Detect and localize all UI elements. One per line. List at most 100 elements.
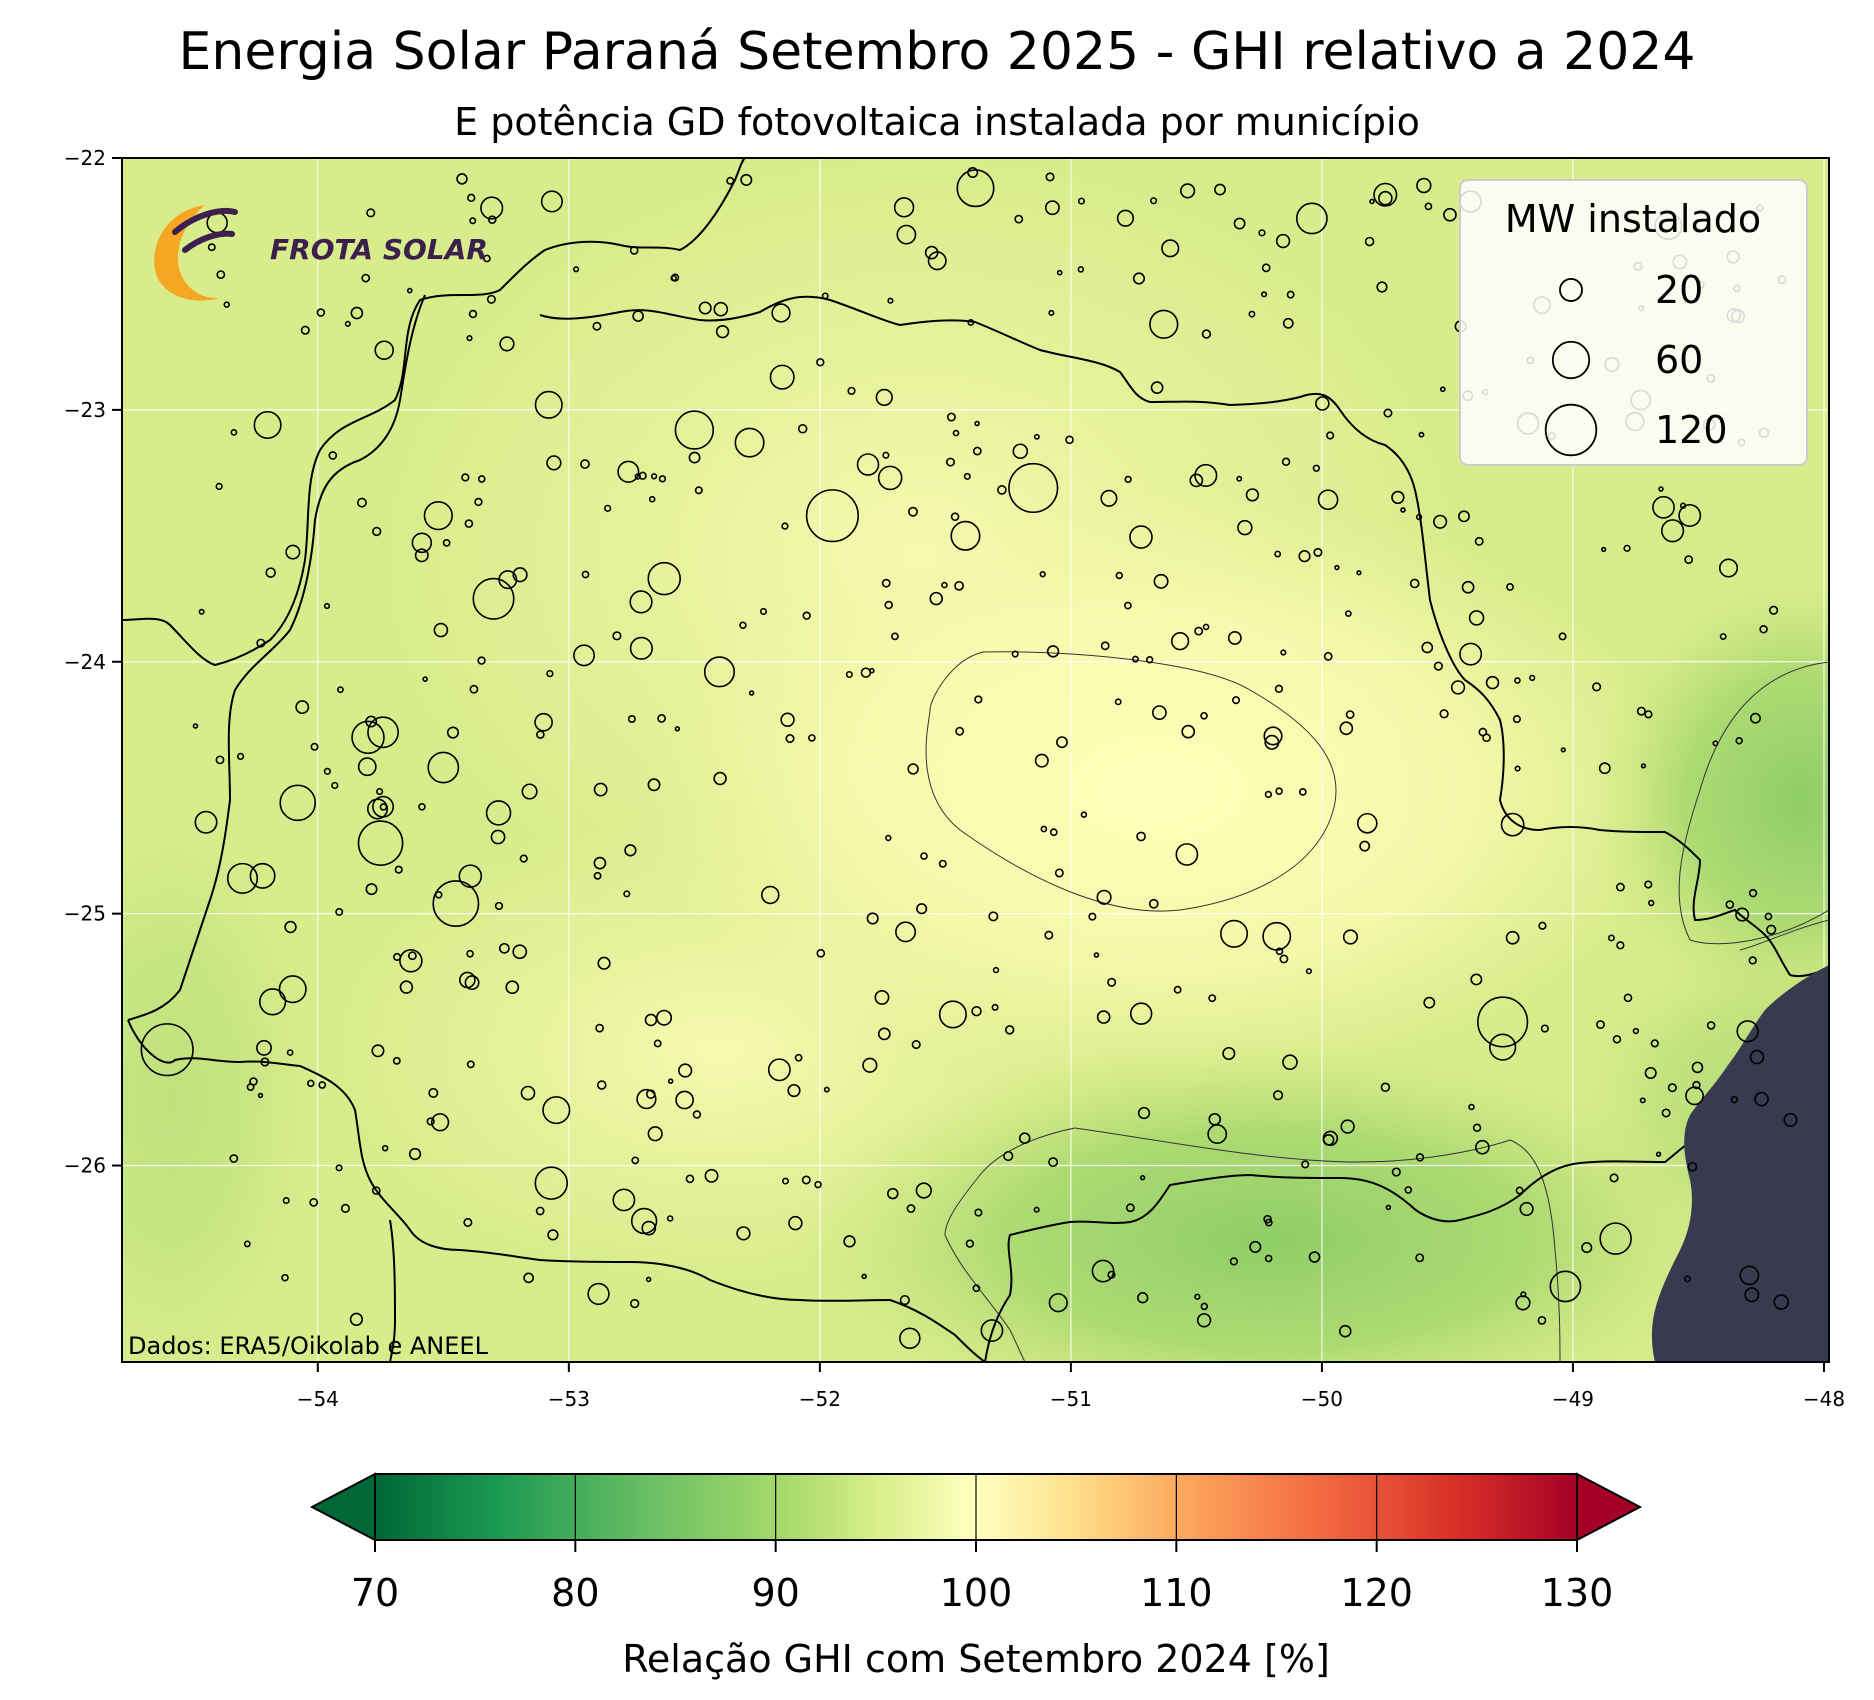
municipality-circle: [379, 803, 388, 811]
colorbar-tick-label: 90: [751, 1571, 799, 1615]
municipality-circle: [941, 581, 948, 589]
municipality-circle: [1373, 182, 1398, 207]
municipality-circle: [1718, 558, 1739, 578]
municipality-circle: [740, 173, 753, 186]
municipality-circle: [678, 1063, 693, 1078]
municipality-circle: [198, 608, 205, 615]
municipality-circle: [215, 482, 223, 491]
municipality-circle: [1123, 601, 1132, 610]
municipality-circle: [1115, 571, 1124, 580]
municipality-circle: [1049, 828, 1058, 837]
municipality-circle: [1339, 721, 1354, 736]
contour-90-east: [1678, 661, 1829, 945]
municipality-circle: [1044, 200, 1060, 216]
municipality-circle: [845, 670, 853, 679]
municipality-circle: [1048, 1293, 1068, 1313]
municipality-circle: [1340, 1119, 1355, 1134]
municipality-circle: [946, 457, 955, 467]
municipality-circle: [230, 428, 238, 436]
municipality-circle: [534, 1166, 569, 1200]
municipality-circle: [1236, 475, 1243, 482]
municipality-circle: [357, 757, 377, 777]
municipality-circle: [1233, 217, 1246, 230]
municipality-circle: [938, 859, 947, 868]
municipality-circle: [1298, 550, 1311, 563]
municipality-circle: [907, 763, 919, 775]
municipality-circle: [1520, 1291, 1527, 1298]
colorbar-extend-high: [1576, 1472, 1643, 1542]
municipality-circle: [788, 1215, 803, 1231]
municipality-circle: [967, 319, 975, 326]
municipality-circle: [596, 1080, 607, 1090]
municipality-circle: [480, 196, 504, 220]
municipality-circle: [381, 1144, 389, 1152]
municipality-circle: [1514, 765, 1521, 772]
municipality-circle: [323, 767, 331, 775]
municipality-circle: [648, 495, 656, 503]
municipality-circle: [952, 429, 960, 437]
municipality-circle: [632, 310, 644, 322]
municipality-circle: [899, 1294, 910, 1306]
municipality-circle: [535, 1206, 545, 1216]
municipality-circle: [434, 890, 443, 899]
municipality-circle: [1065, 435, 1074, 445]
municipality-circle: [1124, 475, 1132, 484]
colorbar-tick-label: 130: [1541, 1571, 1614, 1615]
municipality-circle: [1655, 1151, 1662, 1157]
municipality-circle: [372, 526, 382, 537]
municipality-circle: [1125, 1203, 1135, 1213]
municipality-circle: [1305, 968, 1313, 975]
municipality-circle: [685, 1174, 695, 1184]
municipality-circle: [1040, 825, 1048, 833]
municipality-circle: [1308, 1251, 1321, 1263]
municipality-circle: [1538, 921, 1547, 930]
municipality-circle: [1323, 651, 1333, 661]
municipality-circle: [856, 453, 880, 476]
municipality-circle: [1194, 1293, 1201, 1300]
municipality-circle: [366, 208, 376, 218]
municipality-circle: [1338, 1324, 1352, 1338]
municipality-circle: [980, 1319, 1004, 1342]
municipality-circle: [692, 1110, 702, 1119]
municipality-circle: [884, 600, 893, 610]
municipality-circle: [604, 504, 612, 512]
municipality-circle: [1317, 489, 1339, 511]
municipality-circle: [456, 173, 468, 185]
municipality-circle: [1281, 457, 1291, 466]
municipality-circle: [534, 390, 563, 419]
municipality-circle: [1149, 309, 1179, 339]
municipality-circle: [595, 1023, 604, 1033]
municipality-circle: [587, 1282, 610, 1306]
map-frame: [121, 157, 1830, 1363]
municipality-circle: [1091, 1259, 1115, 1283]
municipality-circle: [623, 890, 631, 898]
municipality-circle: [972, 1284, 981, 1293]
municipality-circle: [674, 410, 715, 450]
municipality-circle: [1692, 1080, 1701, 1090]
municipality-circle: [477, 656, 486, 665]
municipality-circle: [461, 473, 470, 482]
municipality-circle: [433, 622, 449, 638]
municipality-circle: [1616, 941, 1625, 950]
municipality-circle: [281, 1273, 289, 1282]
municipality-circle: [1489, 1033, 1517, 1061]
municipality-circle: [1107, 977, 1117, 987]
municipality-circle: [1623, 993, 1633, 1003]
municipality-circle: [1599, 1222, 1632, 1255]
municipality-circle: [972, 446, 982, 456]
municipality-circle: [954, 580, 964, 591]
municipality-circle: [446, 726, 460, 739]
municipality-circle: [1598, 762, 1611, 775]
municipality-circle: [874, 989, 890, 1005]
municipality-circle: [428, 1087, 439, 1098]
municipality-circle: [278, 975, 307, 1004]
municipality-circle: [442, 539, 451, 547]
municipality-circle: [1044, 930, 1054, 940]
municipality-circle: [1385, 1204, 1392, 1211]
municipality-circle: [366, 798, 389, 820]
municipality-circle: [670, 274, 677, 282]
legend-circle: [1559, 278, 1583, 302]
ghi-low-zone-east: [1590, 570, 1829, 1030]
municipality-circle: [1356, 812, 1378, 834]
municipality-circle: [698, 301, 712, 315]
